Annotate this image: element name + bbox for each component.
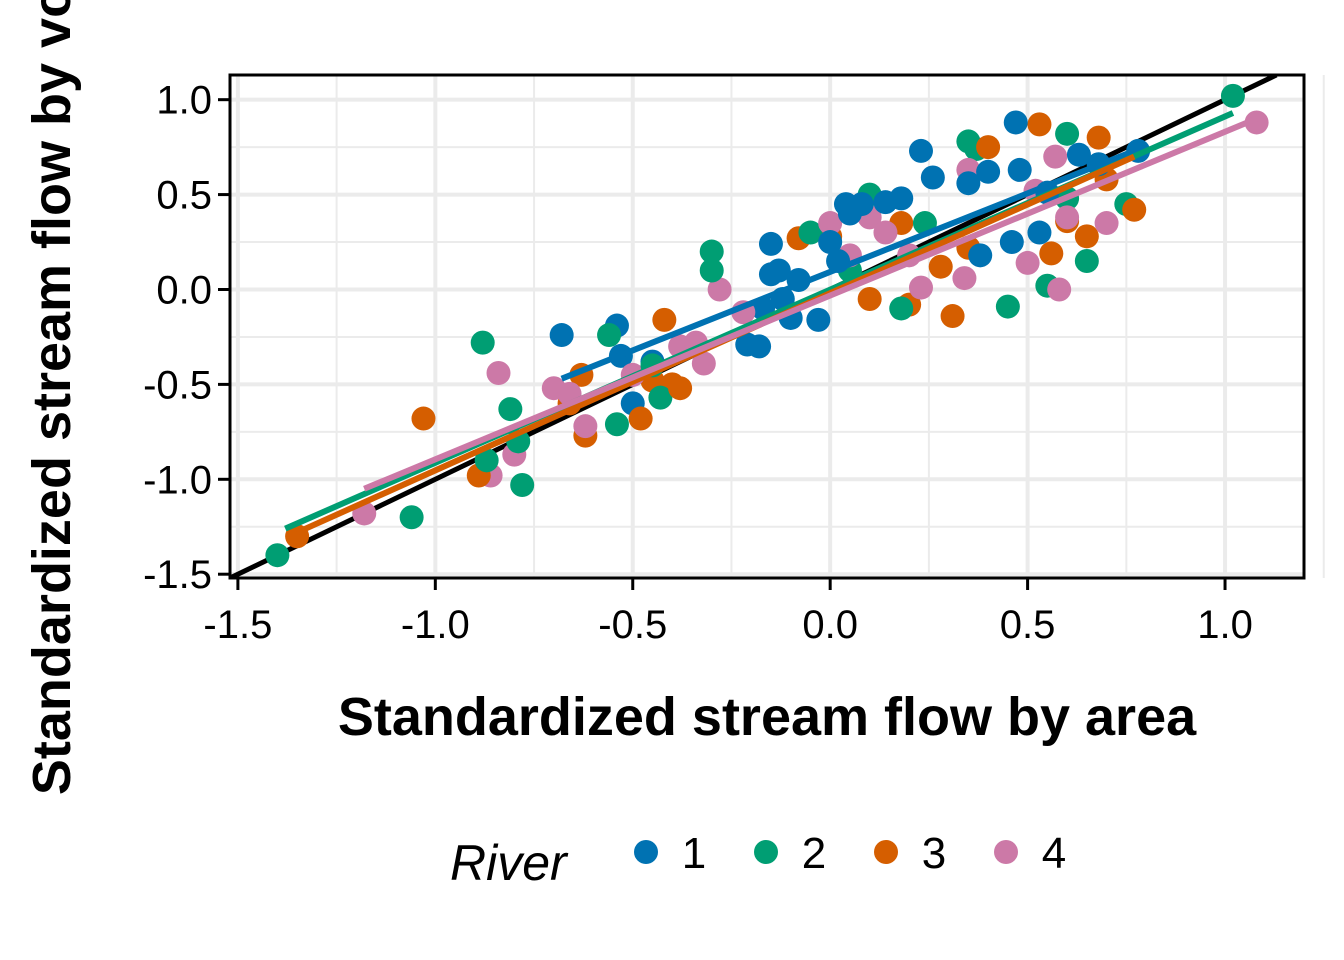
data-point-river-4 [1244, 110, 1269, 135]
data-point-river-1 [1066, 142, 1091, 167]
legend-key-river-4 [994, 840, 1018, 864]
data-point-river-3 [976, 135, 1001, 160]
data-point-river-4 [873, 220, 898, 245]
data-point-river-1 [999, 230, 1024, 255]
data-point-river-2 [889, 296, 914, 321]
data-point-river-1 [1007, 157, 1032, 182]
data-point-river-1 [758, 231, 783, 256]
y-tick-label: -1.5 [143, 553, 212, 597]
plot-frame [228, 73, 1306, 580]
data-point-river-4 [573, 414, 598, 439]
data-point-river-1 [849, 192, 874, 217]
data-point-river-1 [976, 159, 1001, 184]
data-point-river-4 [1047, 277, 1072, 302]
legend-title: River [450, 835, 569, 891]
legend-key-river-1 [634, 840, 658, 864]
legend-label-river-3: 3 [922, 829, 946, 878]
data-point-river-4 [1055, 205, 1080, 230]
y-tick-label: 0.5 [156, 174, 212, 218]
data-point-river-3 [857, 286, 882, 311]
grid [230, 75, 1325, 578]
data-point-river-1 [549, 323, 574, 348]
data-point-river-4 [1043, 144, 1068, 169]
data-point-river-1 [968, 243, 993, 268]
data-point-river-2 [510, 472, 535, 497]
data-point-river-3 [628, 406, 653, 431]
data-point-river-2 [597, 323, 622, 348]
data-point-river-3 [1039, 241, 1064, 266]
data-point-river-3 [1027, 112, 1052, 137]
y-axis-title: Standardized stream flow by volume [22, 0, 82, 795]
x-tick-label: 0.0 [802, 603, 858, 647]
x-tick-label: -1.0 [401, 603, 470, 647]
legend: River 1 2 3 4 [450, 829, 1066, 891]
data-point-river-2 [1055, 121, 1080, 146]
x-tick-label: 1.0 [1197, 603, 1253, 647]
data-point-river-2 [1074, 249, 1099, 274]
data-point-river-2 [699, 258, 724, 283]
axes: -1.5 -1.0 -0.5 0.0 0.5 1.0 -1.5 -1.0 -0.5 0.0 0.5 1… [143, 79, 1253, 647]
data-point-river-2 [648, 385, 673, 410]
data-point-river-2 [399, 505, 424, 530]
data-point-river-1 [956, 171, 981, 196]
data-point-river-2 [604, 412, 629, 437]
data-point-river-3 [1074, 224, 1099, 249]
data-point-river-4 [908, 275, 933, 300]
data-point-river-4 [1015, 250, 1040, 275]
data-point-river-3 [668, 376, 693, 401]
x-tick-label: -0.5 [598, 603, 667, 647]
data-point-river-3 [928, 254, 953, 279]
data-point-river-4 [952, 266, 977, 291]
y-tick-label: 1.0 [156, 79, 212, 123]
data-point-river-1 [1003, 110, 1028, 135]
data-point-river-1 [889, 186, 914, 211]
data-point-river-2 [265, 543, 290, 568]
data-point-river-3 [1086, 125, 1111, 150]
data-point-river-2 [1220, 83, 1245, 108]
data-point-river-2 [474, 448, 499, 473]
y-tick-label: -1.0 [143, 458, 212, 502]
data-point-river-1 [908, 138, 933, 163]
legend-label-river-4: 4 [1042, 829, 1066, 878]
fit-lines-layer [284, 110, 1258, 536]
data-point-river-3 [411, 406, 436, 431]
data-point-river-2 [798, 220, 823, 245]
data-point-river-2 [470, 330, 495, 355]
data-point-river-2 [498, 397, 523, 422]
data-point-river-4 [486, 361, 511, 386]
fit-line-river-4 [363, 115, 1258, 492]
data-point-river-1 [1027, 220, 1052, 245]
data-point-river-4 [691, 351, 716, 376]
data-point-river-3 [652, 307, 677, 332]
y-tick-label: -0.5 [143, 363, 212, 407]
x-tick-label: 0.5 [1000, 603, 1056, 647]
data-point-river-1 [747, 334, 772, 359]
fit-line-river-1 [560, 148, 1136, 382]
data-point-river-3 [940, 304, 965, 329]
legend-key-river-3 [874, 840, 898, 864]
legend-label-river-1: 1 [682, 829, 706, 878]
data-point-river-3 [1122, 197, 1147, 222]
data-point-river-4 [707, 277, 732, 302]
legend-key-river-2 [754, 840, 778, 864]
data-point-river-4 [1094, 211, 1119, 236]
data-point-river-2 [699, 239, 724, 264]
x-axis-title: Standardized stream flow by area [338, 687, 1197, 747]
data-point-river-4 [818, 211, 843, 236]
data-point-river-1 [766, 258, 791, 283]
y-tick-label: 0.0 [156, 268, 212, 312]
data-point-river-1 [818, 230, 843, 255]
x-tick-label: -1.5 [203, 603, 272, 647]
data-point-river-1 [920, 165, 945, 190]
data-point-river-1 [806, 307, 831, 332]
data-point-river-2 [995, 294, 1020, 319]
legend-label-river-2: 2 [802, 829, 826, 878]
